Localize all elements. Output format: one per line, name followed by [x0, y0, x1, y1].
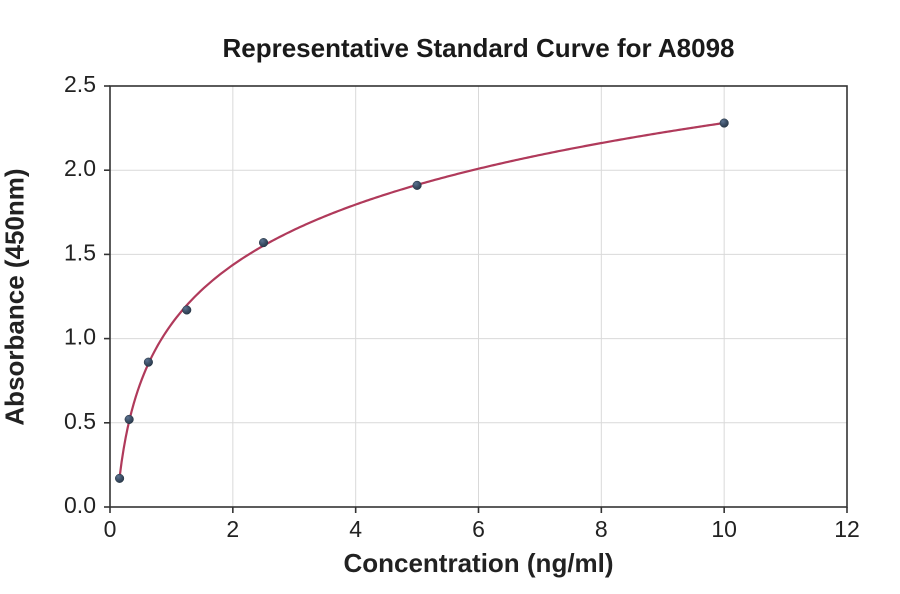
svg-text:2.5: 2.5 [64, 71, 96, 97]
svg-text:0: 0 [104, 516, 117, 542]
svg-text:6: 6 [472, 516, 485, 542]
svg-text:0.5: 0.5 [64, 408, 96, 434]
svg-text:0.0: 0.0 [64, 492, 96, 518]
svg-text:8: 8 [595, 516, 608, 542]
svg-text:10: 10 [711, 516, 737, 542]
svg-text:1.5: 1.5 [64, 239, 96, 265]
svg-text:4: 4 [349, 516, 362, 542]
svg-text:12: 12 [834, 516, 860, 542]
svg-text:2.0: 2.0 [64, 155, 96, 181]
svg-text:1.0: 1.0 [64, 324, 96, 350]
svg-text:2: 2 [226, 516, 239, 542]
